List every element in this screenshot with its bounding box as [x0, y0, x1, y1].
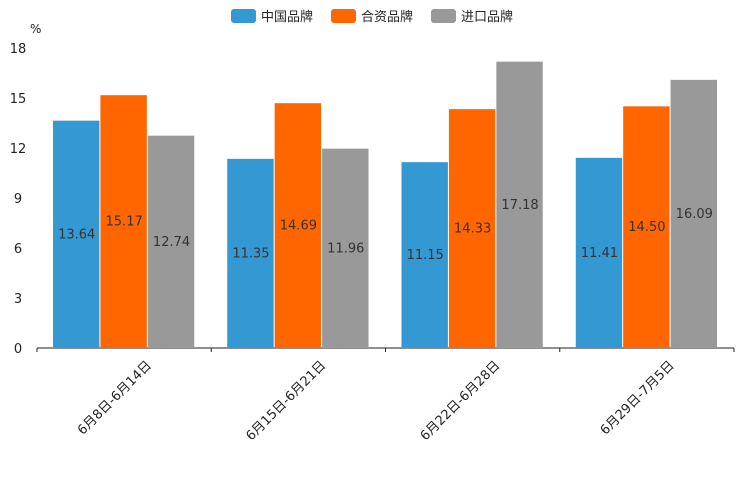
bar: [227, 158, 274, 348]
x-tick-label: 6月8日-6月14日: [75, 358, 155, 438]
bar: [53, 120, 100, 349]
x-tick-label: 6月15日-6月21日: [243, 358, 329, 444]
bar: [100, 95, 147, 349]
legend-label-import-brand: 进口品牌: [461, 10, 514, 25]
legend-label-china-brand: 中国品牌: [260, 10, 313, 25]
legend-item-joint-venture-brand[interactable]: 合资品牌: [330, 6, 413, 25]
bar: [670, 79, 717, 348]
y-tick-label: 12: [10, 142, 27, 157]
y-tick-label: 15: [10, 92, 27, 107]
bar-value-label: 14.50: [628, 220, 665, 235]
legend-label-joint-venture-brand: 合资品牌: [360, 10, 413, 25]
legend-swatch-china-brand: [230, 8, 256, 23]
legend-swatch-joint-venture-brand: [330, 8, 356, 23]
bar: [575, 157, 623, 348]
y-axis-unit-label: %: [30, 22, 42, 36]
legend-item-import-brand[interactable]: 进口品牌: [431, 6, 513, 25]
bar: [496, 61, 543, 349]
y-tick-label: 9: [14, 192, 22, 207]
legend-item-china-brand[interactable]: 中国品牌: [230, 6, 313, 25]
y-tick-label: 0: [14, 342, 22, 357]
bar: [147, 135, 195, 348]
bar: [448, 109, 496, 349]
bar-value-label: 17.18: [501, 198, 538, 213]
bar: [322, 148, 369, 348]
bar: [274, 103, 322, 349]
bar-value-label: 12.74: [153, 235, 190, 250]
bar-value-label: 13.64: [58, 227, 95, 242]
x-tick-label: 6月29日-7月5日: [598, 358, 678, 438]
legend: 中国品牌 合资品牌 进口品牌: [0, 6, 744, 25]
x-tick-label: 6月22日-6月28日: [418, 358, 504, 444]
bar-value-label: 15.17: [106, 215, 143, 230]
bar-value-label: 11.96: [327, 241, 364, 256]
y-tick-label: 6: [14, 242, 22, 257]
bar-value-label: 11.15: [407, 248, 444, 263]
bar: [623, 106, 670, 348]
bar-value-label: 16.09: [676, 207, 713, 222]
legend-swatch-import-brand: [431, 8, 456, 23]
bar-value-label: 11.41: [581, 246, 618, 261]
bar: [401, 162, 448, 348]
bar-value-label: 11.35: [232, 246, 269, 261]
y-tick-label: 18: [10, 42, 27, 57]
bar-value-label: 14.69: [280, 219, 317, 234]
y-tick-label: 3: [14, 292, 22, 307]
bar-value-label: 14.33: [454, 222, 491, 237]
